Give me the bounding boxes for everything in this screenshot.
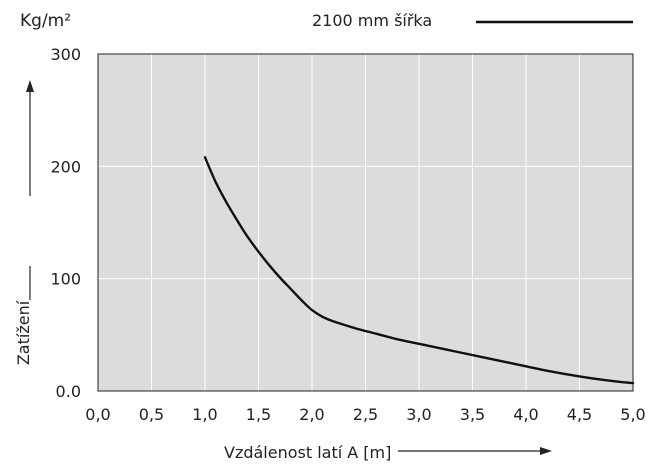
x-axis-arrow bbox=[398, 447, 552, 455]
x-tick-label: 0,5 bbox=[139, 405, 164, 424]
x-tick-label: 1,5 bbox=[246, 405, 271, 424]
x-axis-label: Vzdálenost latí A [m] bbox=[224, 443, 391, 462]
x-tick-label: 2,0 bbox=[299, 405, 324, 424]
y-tick-label: 200 bbox=[50, 157, 81, 176]
y-tick-labels: 0.0 100 200 300 bbox=[50, 45, 81, 401]
x-tick-label: 4,0 bbox=[513, 405, 538, 424]
series-layer bbox=[203, 156, 635, 385]
x-tick-label: 5,0 bbox=[620, 405, 645, 424]
series-line bbox=[203, 156, 635, 385]
x-tick-label: 0,0 bbox=[85, 405, 110, 424]
unit-label: Kg/m² bbox=[20, 11, 71, 31]
x-tick-label: 1,0 bbox=[192, 405, 217, 424]
x-tick-label: 4,5 bbox=[567, 405, 592, 424]
y-tick-label: 0.0 bbox=[56, 382, 81, 401]
grid-lines bbox=[98, 54, 633, 391]
x-tick-labels: 0,0 0,5 1,0 1,5 2,0 2,5 3,0 3,5 4,0 4,5 5,0 bbox=[85, 405, 645, 424]
y-axis-arrow bbox=[26, 80, 34, 196]
x-tick-label: 3,5 bbox=[460, 405, 485, 424]
y-axis-label: Zatížení bbox=[14, 300, 33, 365]
y-tick-label: 300 bbox=[50, 45, 81, 64]
legend-label: 2100 mm šířka bbox=[312, 11, 432, 30]
legend: 2100 mm šířka bbox=[312, 11, 633, 30]
plot-frame bbox=[97, 53, 634, 392]
x-tick-label: 2,5 bbox=[353, 405, 378, 424]
y-tick-label: 100 bbox=[50, 270, 81, 289]
x-tick-label: 3,0 bbox=[406, 405, 431, 424]
